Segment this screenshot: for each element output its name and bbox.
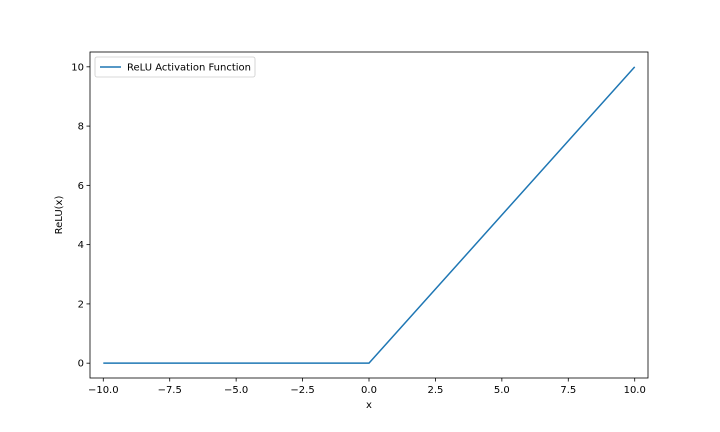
x-tick-label: 2.5: [427, 385, 443, 396]
y-tick-label: 6: [78, 181, 84, 192]
y-axis-ticks: 0 2 4 6 8 10: [71, 62, 90, 370]
x-tick-label: 5.0: [494, 385, 510, 396]
legend-box: [94, 56, 256, 78]
y-tick-label: 2: [78, 299, 84, 310]
y-tick-label: 10: [71, 62, 84, 73]
x-tick-label: −10.0: [88, 385, 119, 396]
plot-lines: [103, 66, 636, 364]
x-tick-label: 0.0: [361, 385, 377, 396]
y-tick-label: 8: [78, 122, 84, 133]
x-tick-label: −2.5: [290, 385, 314, 396]
y-tick-label: 0: [78, 359, 84, 370]
legend-label: ReLU Activation Function: [127, 63, 251, 74]
x-axis-label: x: [366, 400, 372, 411]
y-tick-label: 4: [78, 240, 84, 251]
series-line: [103, 66, 636, 364]
x-tick-label: −7.5: [158, 385, 182, 396]
x-axis-ticks: −10.0 −7.5 −5.0 −2.5 0.0 2.5 5.0 7.5 10.0: [88, 378, 646, 396]
x-tick-label: 10.0: [624, 385, 646, 396]
legend: ReLU Activation Function: [94, 56, 256, 78]
axes-frame: [89, 51, 649, 379]
y-axis-label: ReLU(x): [54, 196, 65, 235]
x-tick-label: 7.5: [560, 385, 576, 396]
x-tick-label: −5.0: [224, 385, 248, 396]
